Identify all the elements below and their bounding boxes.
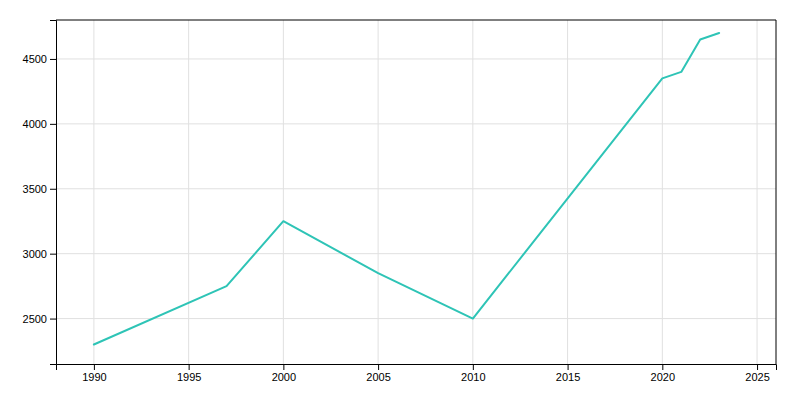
tick-label: 2500 (23, 313, 47, 325)
tick: 2010 (461, 364, 485, 383)
grid-line-x (283, 20, 284, 364)
tick-label: 2020 (651, 371, 675, 383)
grid-line-y (56, 123, 776, 124)
tick-mark (50, 319, 56, 320)
grid (56, 20, 776, 364)
tick-label: 3000 (23, 248, 47, 260)
tick-mark (662, 364, 663, 370)
line (94, 33, 719, 345)
grid-line-x (188, 20, 189, 364)
marks (94, 33, 719, 345)
tick: 1990 (82, 364, 106, 383)
tick: 2000 (272, 364, 296, 383)
grid-line-y (56, 58, 776, 59)
tick-mark (757, 364, 758, 370)
tick: 2500 (23, 313, 56, 325)
tick-label: 4000 (23, 118, 47, 130)
tick-label: 1990 (82, 371, 106, 383)
tick: 2025 (745, 364, 769, 383)
tick-label: 2015 (556, 371, 580, 383)
tick-label: 2000 (272, 371, 296, 383)
tick-label: 2010 (461, 371, 485, 383)
tick-mark (283, 364, 284, 370)
tick-mark (189, 364, 190, 370)
tick: 2005 (366, 364, 390, 383)
grid-line-x (378, 20, 379, 364)
tick: 4500 (23, 53, 56, 65)
tick: 1995 (177, 364, 201, 383)
tick-mark (568, 364, 569, 370)
grid-line-y (56, 253, 776, 254)
y-axis: 2500 3000 3500 4000 4500 (23, 21, 57, 365)
tick-label: 3500 (23, 183, 47, 195)
grid-line-y (56, 188, 776, 189)
plot-frame (56, 20, 776, 364)
axis-line (57, 365, 777, 371)
tick-mark (50, 254, 56, 255)
x-axis: 1990 1995 2000 2005 2010 2015 2020 2025 (57, 364, 777, 383)
tick-mark (473, 364, 474, 370)
grid-line-x (662, 20, 663, 364)
tick: 2015 (556, 364, 580, 383)
grid-line-x (93, 20, 94, 364)
tick: 2020 (651, 364, 675, 383)
tick-label: 2025 (745, 371, 769, 383)
plot: 1990 1995 2000 2005 2010 2015 2020 2025 2500 3000… (23, 20, 777, 383)
grid-line-y (56, 318, 776, 319)
tick: 3500 (23, 183, 56, 195)
tick-label: 4500 (23, 53, 47, 65)
grid-line-x (472, 20, 473, 364)
tick-mark (50, 124, 56, 125)
tick: 4000 (23, 118, 56, 130)
grid-line-x (757, 20, 758, 364)
axis-line (50, 21, 57, 365)
tick-label: 2005 (366, 371, 390, 383)
tick: 3000 (23, 248, 56, 260)
tick-mark (94, 364, 95, 370)
grid-line-x (567, 20, 568, 364)
tick-label: 1995 (177, 371, 201, 383)
tick-mark (50, 189, 56, 190)
tick-mark (378, 364, 379, 370)
chart: 1990 1995 2000 2005 2010 2015 2020 2025 2500 3000… (0, 0, 800, 400)
tick-mark (50, 59, 56, 60)
